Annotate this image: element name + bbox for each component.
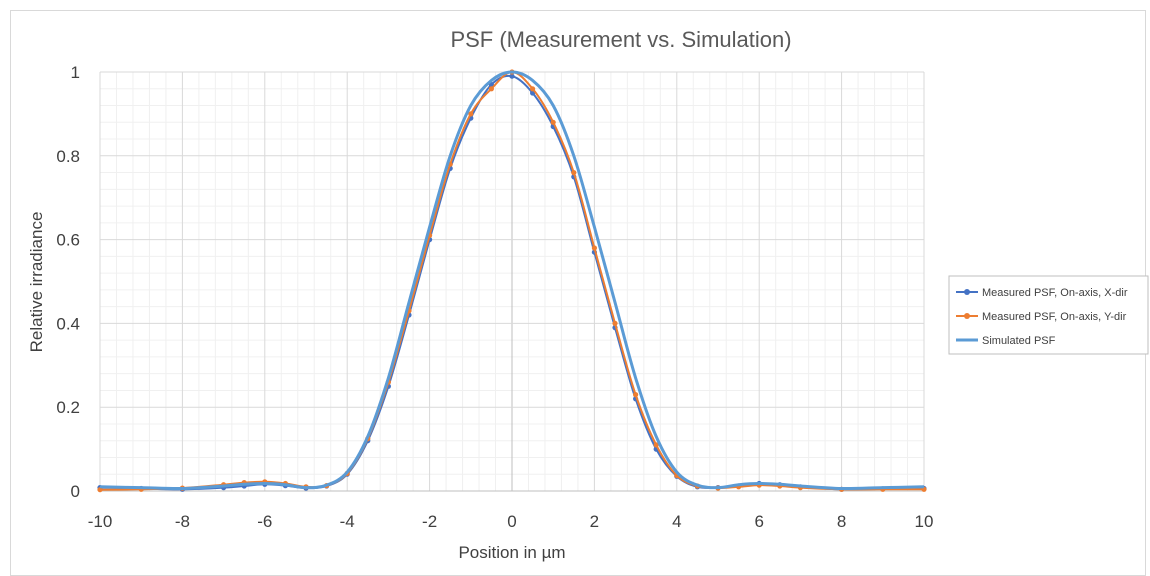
axis-ticks: -10 -8 -6 -4 -2 0 2 4 6 8 10 0 0.2 0.4 0.6 0.8 1 — [56, 63, 933, 531]
x-tick-label: -2 — [422, 512, 437, 531]
data-point — [468, 111, 474, 117]
y-axis-label: Relative irradiance — [27, 212, 46, 353]
legend: Measured PSF, On-axis, X-dir Measured PS… — [948, 275, 1149, 355]
data-point — [571, 170, 577, 176]
data-point — [612, 320, 618, 326]
x-tick-label: -4 — [340, 512, 355, 531]
legend-marker-y-dir — [964, 313, 970, 319]
y-tick-label: 0.4 — [56, 314, 80, 333]
y-tick-label: 0.6 — [56, 231, 80, 250]
legend-label-x-dir: Measured PSF, On-axis, X-dir — [982, 287, 1128, 299]
chart-title: PSF (Measurement vs. Simulation) — [450, 27, 791, 52]
series-line-simulated — [99, 70, 925, 491]
data-point — [509, 73, 515, 79]
x-tick-label: -8 — [175, 512, 190, 531]
grid — [99, 71, 925, 492]
y-tick-label: 0 — [71, 482, 80, 501]
x-tick-label: -6 — [257, 512, 272, 531]
legend-box — [948, 275, 1149, 355]
y-tick-label: 1 — [71, 63, 80, 82]
data-point — [633, 392, 639, 398]
data-point — [488, 86, 494, 92]
legend-marker-x-dir — [964, 289, 970, 295]
data-point — [530, 86, 536, 92]
plot-series — [97, 69, 927, 493]
series-2 — [99, 70, 925, 491]
x-tick-label: 8 — [837, 512, 846, 531]
y-tick-label: 0.2 — [56, 398, 80, 417]
x-tick-label: 4 — [672, 512, 681, 531]
legend-label-simulated: Simulated PSF — [982, 335, 1056, 347]
x-tick-label: 0 — [507, 512, 516, 531]
data-point — [97, 487, 103, 493]
data-point — [653, 442, 659, 448]
x-tick-label: 2 — [590, 512, 599, 531]
data-point — [591, 245, 598, 251]
x-tick-label: 10 — [915, 512, 934, 531]
legend-item-simulated: Simulated PSF — [956, 335, 1056, 347]
data-point — [550, 119, 556, 125]
y-tick-label: 0.8 — [56, 147, 80, 166]
legend-item-y-dir: Measured PSF, On-axis, Y-dir — [956, 311, 1127, 323]
x-axis-label: Position in µm — [458, 543, 565, 562]
legend-label-y-dir: Measured PSF, On-axis, Y-dir — [982, 311, 1127, 323]
legend-item-x-dir: Measured PSF, On-axis, X-dir — [956, 287, 1128, 299]
x-tick-label: -10 — [88, 512, 113, 531]
x-tick-label: 6 — [754, 512, 763, 531]
